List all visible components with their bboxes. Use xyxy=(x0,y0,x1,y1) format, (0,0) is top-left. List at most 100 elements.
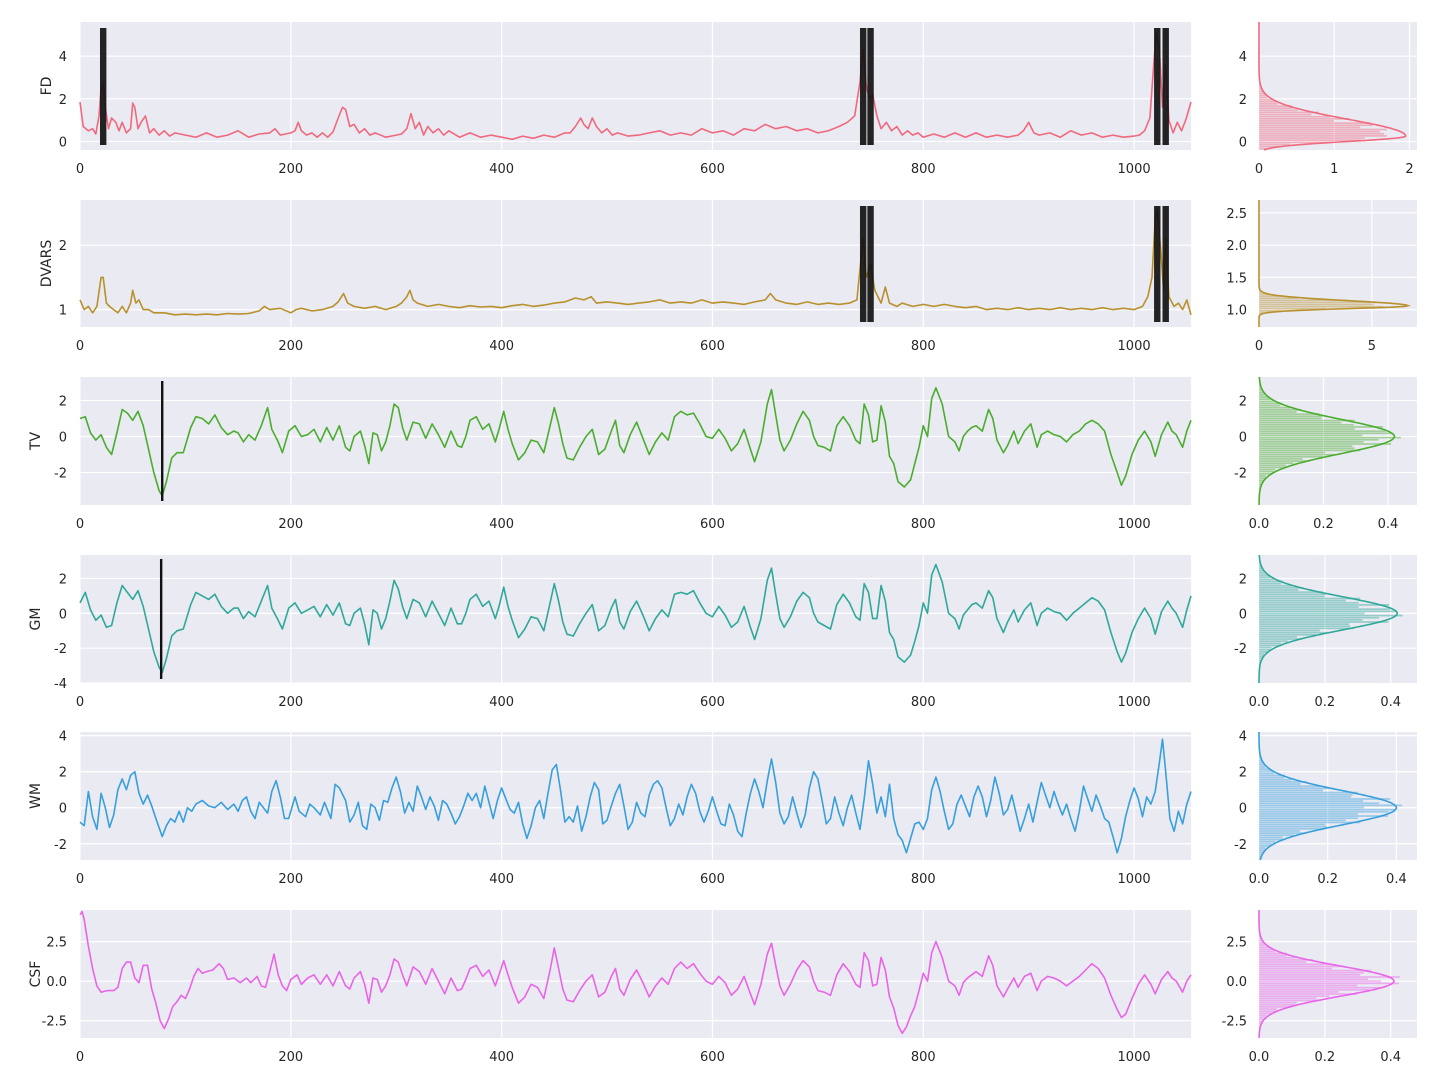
wm-hist-bar xyxy=(1259,855,1262,858)
gm-hist-bar xyxy=(1259,646,1272,649)
fd-hist-bar xyxy=(1259,118,1350,120)
wm-hist-xtick-label: 0.0 xyxy=(1249,872,1270,887)
wm-hist-bar xyxy=(1259,842,1272,845)
csf-hist-bar xyxy=(1259,954,1287,957)
wm-hist-bar xyxy=(1259,800,1364,802)
fd-hist-bar xyxy=(1259,135,1387,137)
wm-hist-bar xyxy=(1259,830,1300,832)
wm-hist-bar xyxy=(1259,845,1271,847)
gm-kde-line xyxy=(1258,555,1399,683)
dvars-hist-bar xyxy=(1259,293,1269,295)
wm-ytick-label: -2 xyxy=(54,838,67,853)
wm-hist-bar xyxy=(1259,787,1333,790)
fd-hist-bar xyxy=(1259,128,1387,131)
wm-hist-bar xyxy=(1259,813,1358,815)
wm-hist-bar xyxy=(1259,781,1307,783)
dvars-plot-area xyxy=(80,200,1191,327)
csf-kde-line xyxy=(1258,910,1395,1038)
gm-hist-bar xyxy=(1259,616,1379,619)
tv-hist-bar xyxy=(1259,451,1325,454)
gm-hist-bar xyxy=(1259,589,1299,591)
wm-hist-bar xyxy=(1259,840,1276,843)
tv-hist-ytick-label: -2 xyxy=(1234,467,1247,482)
tv-hist-xtick-label: 0.4 xyxy=(1378,517,1399,532)
gm-hist-bar xyxy=(1259,638,1303,640)
tv-hist-bar xyxy=(1259,391,1265,394)
gm-hist-bar xyxy=(1259,625,1351,628)
fd-hist-bar xyxy=(1259,111,1319,114)
gm-xtick-label: 1000 xyxy=(1118,695,1151,710)
fd-hist-bar xyxy=(1259,109,1298,112)
tv-hist-bar xyxy=(1259,481,1262,484)
wm-hist-bar xyxy=(1259,821,1361,824)
wm-plot-area xyxy=(80,732,1191,860)
fd-hist-bar xyxy=(1259,147,1267,150)
wm-hist-bar xyxy=(1259,815,1389,817)
dvars-hist-bar xyxy=(1259,291,1262,293)
fd-hist-bar xyxy=(1259,90,1263,92)
dvars-hist-bar xyxy=(1259,299,1348,302)
gm-hist-bar xyxy=(1259,629,1320,632)
csf-hist-bar xyxy=(1259,1025,1261,1027)
gm-hist-xtick-label: 0.2 xyxy=(1314,695,1335,710)
csf-hist-bar xyxy=(1259,984,1358,987)
fd-hist-xtick-label: 0 xyxy=(1255,162,1263,177)
gm-hist-bar xyxy=(1259,601,1359,604)
csf-hist-bar xyxy=(1259,939,1263,942)
csf-hist-bar xyxy=(1259,982,1399,985)
gm-hist-xtick-label: 0.0 xyxy=(1249,695,1270,710)
wm-hist-bar xyxy=(1259,772,1275,775)
csf-hist-bar xyxy=(1259,1012,1272,1015)
csf-plot-area xyxy=(80,910,1191,1038)
gm-plot-area xyxy=(80,555,1191,683)
wm-hist-bar xyxy=(1259,825,1328,828)
fd-hist-bar xyxy=(1259,113,1312,116)
gm-hist-bar xyxy=(1259,614,1403,617)
tv-ytick-label: 2 xyxy=(59,394,67,409)
csf-hist-bar xyxy=(1259,950,1275,953)
csf-hist-bar xyxy=(1259,937,1261,940)
gm-hist-bar xyxy=(1259,653,1264,655)
gm-hist-ytick-label: 2 xyxy=(1239,573,1247,588)
csf-hist-bar xyxy=(1259,967,1333,970)
gm-hist-bar xyxy=(1259,631,1328,634)
csf-xtick-label: 600 xyxy=(700,1050,725,1065)
dvars-outlier-marker xyxy=(1162,206,1169,322)
fd-hist-bar xyxy=(1259,94,1268,97)
gm-ytick-label: 2 xyxy=(59,573,67,588)
tv-hist-bar xyxy=(1259,400,1274,403)
csf-hist-bar xyxy=(1259,995,1330,998)
fd-hist-bar xyxy=(1259,120,1335,122)
gm-hist-bar xyxy=(1259,578,1274,581)
wm-series-line xyxy=(79,738,1192,854)
csf-hist-bar xyxy=(1259,944,1265,946)
wm-hist-bar xyxy=(1259,770,1273,773)
fd-hist-bar xyxy=(1259,139,1361,142)
fd-series-line xyxy=(79,31,1192,141)
gm-hist-bar xyxy=(1259,648,1271,651)
tv-hist-bar xyxy=(1259,398,1271,401)
tv-hist-bar xyxy=(1259,479,1264,482)
wm-hist-bar xyxy=(1259,857,1261,860)
fd-xtick-label: 800 xyxy=(911,162,936,177)
wm-hist-bar xyxy=(1259,838,1285,841)
dvars-series-line xyxy=(79,208,1192,316)
wm-hist-ytick-label: 2 xyxy=(1239,766,1247,781)
fd-hist-bar xyxy=(1259,107,1293,110)
fd-hist-bar xyxy=(1259,105,1292,107)
wm-hist-bar xyxy=(1259,834,1295,837)
tv-hist-bar xyxy=(1259,430,1386,433)
csf-hist-bar xyxy=(1259,965,1343,968)
tv-hist-bar xyxy=(1259,475,1267,477)
tv-hist-bar xyxy=(1259,413,1320,415)
tv-plot-area xyxy=(80,377,1191,505)
csf-hist-bar xyxy=(1259,961,1307,963)
fd-outlier-marker xyxy=(99,28,107,145)
csf-hist-bar xyxy=(1259,980,1381,983)
tv-hist-bar xyxy=(1259,411,1297,413)
csf-hist-bar xyxy=(1259,948,1273,951)
fd-hist-bar xyxy=(1259,86,1261,88)
gm-xtick-label: 0 xyxy=(76,695,84,710)
tv-hist-bar xyxy=(1259,438,1379,441)
